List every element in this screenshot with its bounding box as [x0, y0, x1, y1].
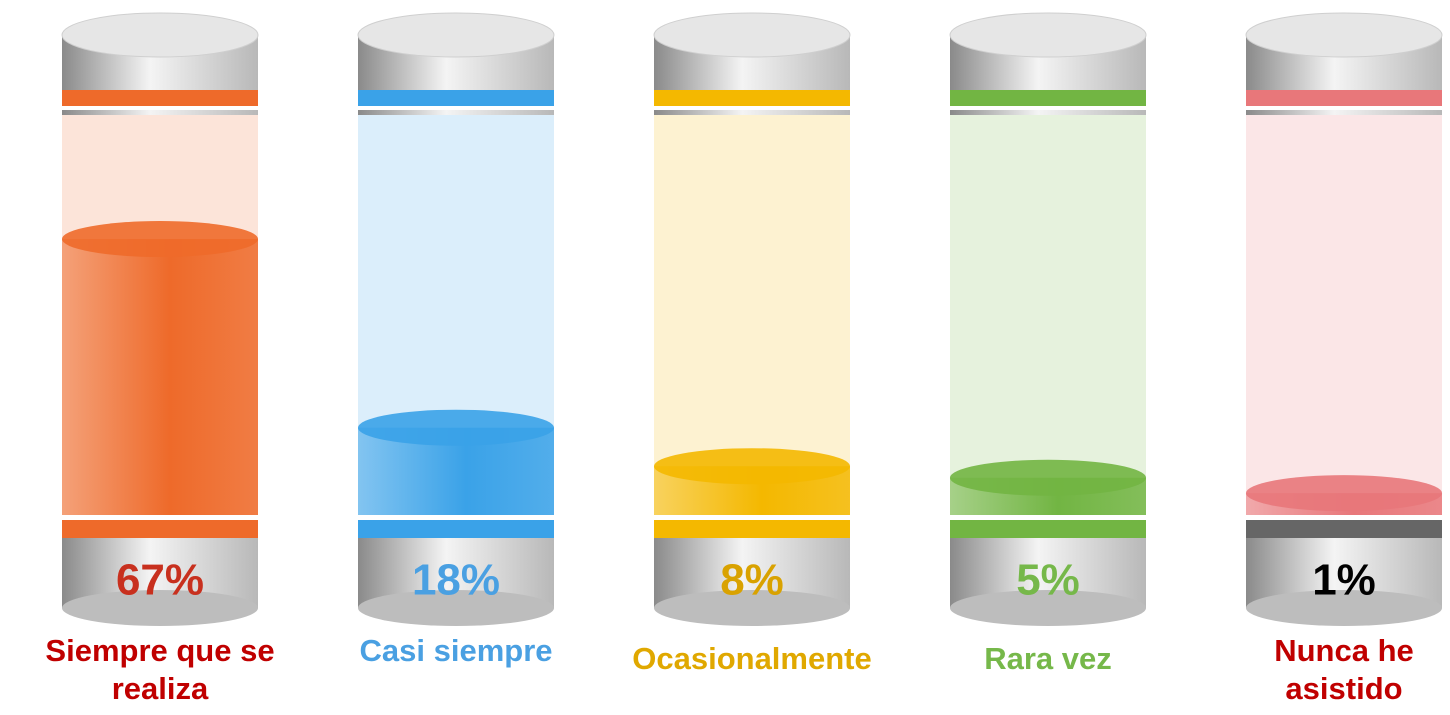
base-line [358, 515, 554, 520]
value-label: 18% [412, 556, 500, 605]
cylinder-top [1245, 12, 1443, 58]
base-bottom [1246, 590, 1442, 626]
cap-stripe [62, 90, 258, 106]
base-stripe [62, 520, 258, 538]
base-stripe [358, 520, 554, 538]
base-line [654, 515, 850, 520]
base-line [1246, 515, 1442, 520]
value-label: 67% [116, 556, 204, 605]
fill-level [62, 239, 258, 516]
category-label: Siempre que se realiza [45, 633, 275, 706]
cap-stripe-line [358, 106, 554, 110]
cylinder-body [950, 115, 1146, 515]
base-stripe [1246, 520, 1442, 538]
cap-stripe-line [654, 106, 850, 110]
cap-stripe-line [950, 106, 1146, 110]
cylinder-top [357, 12, 555, 58]
cap-stripe-line [62, 106, 258, 110]
cylinder-top [61, 12, 259, 58]
base-line [62, 515, 258, 520]
base-line [950, 515, 1146, 520]
category-label: Casi siempre [359, 633, 553, 668]
base-bottom [654, 590, 850, 626]
fill-top [950, 459, 1146, 496]
fill-top [358, 409, 554, 446]
fill-top [62, 221, 258, 258]
base-bottom [950, 590, 1146, 626]
base-bottom [62, 590, 258, 626]
cylinder-top [653, 12, 851, 58]
cylinder-body [1246, 115, 1442, 515]
value-label: 5% [1016, 556, 1080, 605]
cap-stripe [950, 90, 1146, 106]
category-label: Rara vez [984, 641, 1112, 676]
cap-stripe [358, 90, 554, 106]
cap-stripe-line [1246, 106, 1442, 110]
base-bottom [358, 590, 554, 626]
value-label: 8% [720, 556, 784, 605]
cylinder-top [949, 12, 1147, 58]
category-label: Nunca he asistido [1274, 633, 1414, 706]
base-stripe [654, 520, 850, 538]
fill-top [654, 448, 850, 485]
category-label: Ocasionalmente [632, 641, 872, 676]
cap-stripe [1246, 90, 1442, 106]
cap-stripe [654, 90, 850, 106]
base-stripe [950, 520, 1146, 538]
value-label: 1% [1312, 556, 1376, 605]
fill-top [1246, 475, 1442, 512]
